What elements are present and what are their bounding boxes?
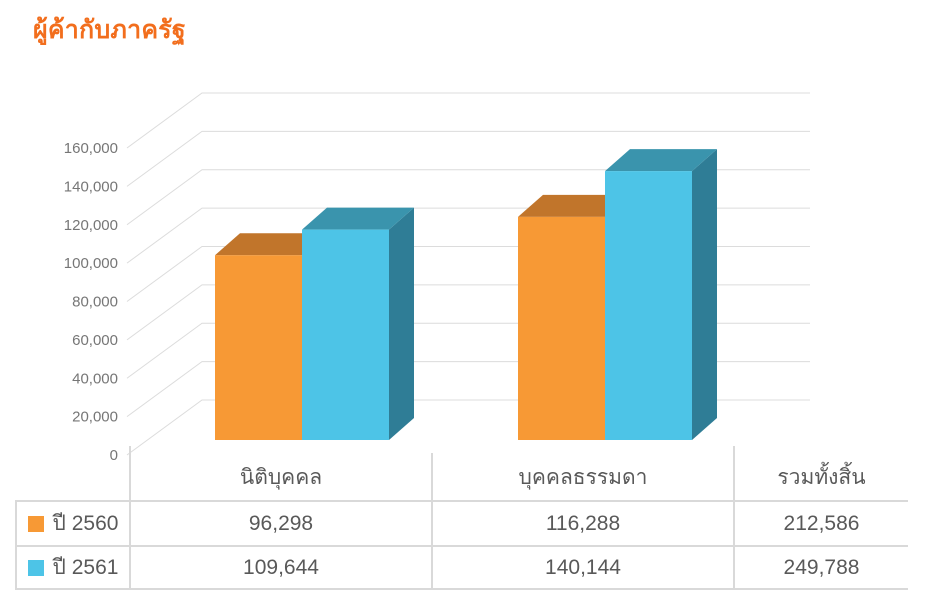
gridline <box>126 130 810 187</box>
table-value-2560-individual: 116,288 <box>545 511 621 535</box>
legend-swatch-year-2561 <box>27 559 44 576</box>
bar-series2-category2-side-face <box>692 149 717 440</box>
table-value-2561-individual: 140,144 <box>545 555 621 579</box>
table-value-2560-juristic: 96,298 <box>248 511 314 535</box>
bar-series2-category2-top-face <box>605 149 717 172</box>
legend-label-year-2561: ปี 2561 <box>52 556 119 579</box>
table-value-2560-total: 212,586 <box>783 511 860 535</box>
table-border-header-bottom <box>15 500 908 502</box>
bar-series1-category2-top-face <box>518 194 630 217</box>
table-border-left <box>15 500 17 590</box>
y-axis-tick-label: 20,000 <box>72 409 118 426</box>
bar-series1-category1[interactable] <box>215 255 302 440</box>
y-axis-tick-label: 160,000 <box>64 140 118 157</box>
y-axis-tick-label: 140,000 <box>64 178 118 195</box>
legend-item-year-2560: ปี 2560 <box>17 502 129 545</box>
bar-series2-category2[interactable] <box>605 171 692 440</box>
bar-chart-plot-area: 0 20,000 40,000 60,000 80,000 100,000 120,000 1… <box>64 92 810 464</box>
gridline <box>126 92 810 149</box>
y-axis-tick-label: 120,000 <box>64 217 118 234</box>
legend-swatch-year-2560 <box>27 515 44 532</box>
table-header-category-3: รวมทั้งสิ้น <box>777 465 866 489</box>
bar-series2-category1-top-face <box>302 207 414 230</box>
table-border-col3 <box>733 446 735 590</box>
y-axis-tick-label: 0 <box>110 447 118 464</box>
table-border-bottom <box>15 588 908 590</box>
table-header-category-2: บุคคลธรรมดา <box>518 465 648 489</box>
page-title: ผู้ค้ากับภาครัฐ <box>33 16 186 44</box>
y-axis-tick-label: 100,000 <box>64 255 118 272</box>
y-axis-tick-label: 80,000 <box>72 294 118 311</box>
bar-series1-category2[interactable] <box>518 216 605 440</box>
table-value-2561-juristic: 109,644 <box>243 555 319 579</box>
bar-series1-category1-top-face <box>215 233 327 256</box>
legend-item-year-2561: ปี 2561 <box>17 547 129 588</box>
table-border-row-separator <box>15 545 908 547</box>
y-axis-tick-label: 60,000 <box>72 332 118 349</box>
table-border-col1 <box>129 446 131 590</box>
table-value-2561-total: 249,788 <box>783 555 860 579</box>
bar-series2-category1-side-face <box>389 207 414 440</box>
bar-series2-category1[interactable] <box>302 229 389 440</box>
table-header-category-1: นิติบุคคล <box>239 465 323 489</box>
y-axis-tick-label: 40,000 <box>72 370 118 387</box>
table-border-col2 <box>431 453 433 590</box>
legend-label-year-2560: ปี 2560 <box>52 512 119 535</box>
